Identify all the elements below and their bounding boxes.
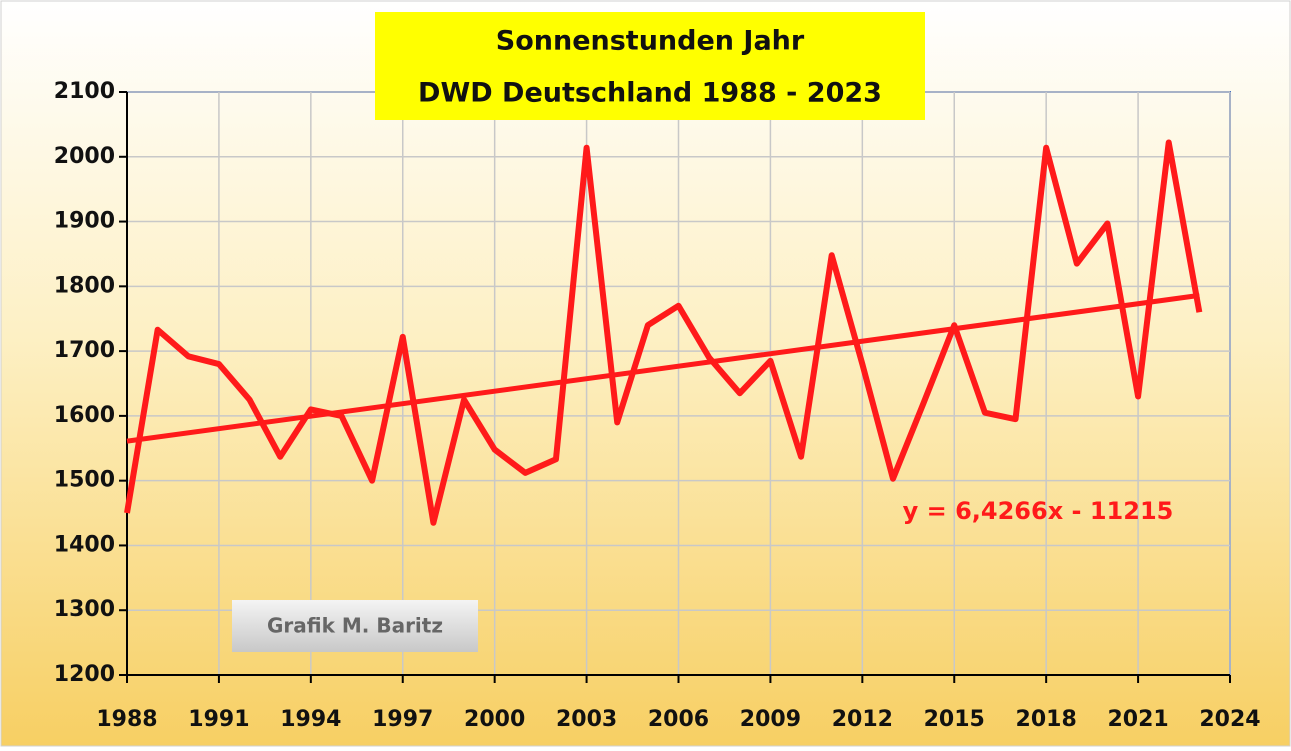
y-tick-label: 1900 — [54, 209, 115, 234]
x-tick-label: 2024 — [1199, 707, 1260, 732]
x-tick-label: 2012 — [832, 707, 893, 732]
credit: Grafik M. Baritz — [267, 614, 443, 638]
y-tick-label: 1400 — [54, 532, 115, 557]
x-tick-label: 2000 — [464, 707, 525, 732]
x-tick-label: 2009 — [740, 707, 801, 732]
title-box — [375, 12, 925, 120]
x-tick-label: 1997 — [372, 707, 433, 732]
trend-equation: y = 6,4266x - 11215 — [903, 497, 1174, 525]
trend-line — [126, 292, 1200, 444]
chart-title: Sonnenstunden Jahr — [496, 26, 805, 57]
y-tick-label: 1700 — [54, 338, 115, 363]
x-tick-label: 2021 — [1107, 707, 1168, 732]
y-tick-label: 1600 — [54, 403, 115, 428]
x-tick-label: 2015 — [924, 707, 985, 732]
credit-box — [232, 600, 478, 652]
y-tick-label: 2000 — [54, 144, 115, 169]
x-tick-label: 2006 — [648, 707, 709, 732]
x-tick-label: 1994 — [280, 707, 341, 732]
y-tick-label: 1500 — [54, 468, 115, 493]
x-tick-label: 1988 — [96, 707, 157, 732]
x-tick-label: 2018 — [1016, 707, 1077, 732]
y-tick-label: 1300 — [54, 597, 115, 622]
chart-subtitle: DWD Deutschland 1988 - 2023 — [418, 78, 882, 109]
y-tick-label: 1800 — [54, 273, 115, 298]
x-tick-label: 2003 — [556, 707, 617, 732]
x-tick-label: 1991 — [188, 707, 249, 732]
y-tick-label: 2100 — [54, 79, 115, 104]
y-tick-label: 1200 — [54, 662, 115, 687]
